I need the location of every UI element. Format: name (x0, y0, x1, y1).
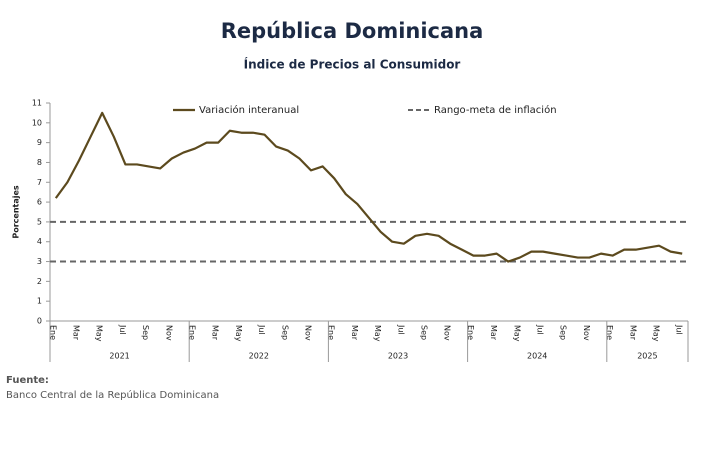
y-tick-label: 8 (37, 158, 42, 167)
x-tick-label: Nov (582, 325, 591, 341)
year-label: 2022 (249, 352, 269, 361)
x-tick-label: Mar (628, 325, 637, 341)
x-tick-label: May (512, 325, 521, 342)
legend-label: Rango-meta de inflación (434, 104, 557, 116)
y-tick-label: 9 (37, 138, 42, 147)
x-tick-label: Ene (466, 325, 475, 340)
chart-title: República Dominicana (221, 19, 484, 43)
x-tick-label: May (373, 325, 382, 342)
legend-label: Variación interanual (199, 104, 299, 116)
x-tick-label: May (652, 325, 661, 342)
x-tick-label: Mar (350, 325, 359, 341)
x-tick-label: Ene (605, 325, 614, 340)
x-tick-label: Jul (257, 324, 266, 335)
x-tick-label: Nov (443, 325, 452, 341)
x-tick-label: May (234, 325, 243, 342)
year-label: 2024 (527, 352, 547, 361)
series-line (54, 111, 683, 263)
source-label: Fuente: (6, 375, 49, 386)
year-label: 2021 (109, 352, 129, 361)
x-tick-label: Mar (72, 325, 81, 341)
x-tick-label: Sep (559, 325, 568, 340)
y-tick-label: 5 (37, 217, 42, 226)
x-tick-label: Jul (396, 324, 405, 335)
y-tick-label: 6 (37, 198, 42, 207)
y-tick-label: 2 (37, 277, 42, 286)
x-tick-label: Jul (536, 324, 545, 335)
y-tick-label: 0 (37, 317, 42, 326)
x-tick-label: Ene (188, 325, 197, 340)
y-tick-label: 10 (32, 118, 42, 127)
x-tick-label: May (95, 325, 104, 342)
x-tick-label: Mar (489, 325, 498, 341)
chart-subtitle: Índice de Precios al Consumidor (244, 57, 461, 72)
x-tick-label: Jul (675, 324, 684, 335)
x-tick-label: Sep (420, 325, 429, 340)
y-axis-label: Porcentajes (12, 185, 21, 239)
x-tick-label: Jul (118, 324, 127, 335)
x-tick-label: Ene (48, 325, 57, 340)
x-tick-label: Mar (211, 325, 220, 341)
x-tick-label: Ene (327, 325, 336, 340)
x-tick-label: Sep (280, 325, 289, 340)
y-tick-label: 3 (37, 257, 42, 266)
x-tick-label: Nov (164, 325, 173, 341)
source: Banco Central de la República Dominicana (6, 389, 219, 401)
y-tick-label: 7 (37, 178, 42, 187)
y-tick-label: 4 (37, 237, 42, 246)
year-label: 2025 (637, 352, 657, 361)
year-label: 2023 (388, 352, 408, 361)
x-tick-label: Nov (304, 325, 313, 341)
x-tick-label: Sep (141, 325, 150, 340)
y-tick-label: 11 (32, 99, 42, 108)
y-tick-label: 1 (37, 297, 42, 306)
